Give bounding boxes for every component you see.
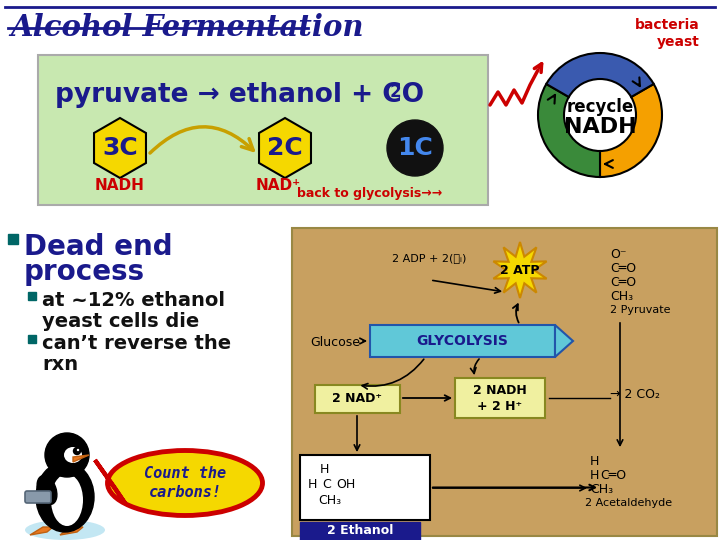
Text: pyruvate → ethanol + CO: pyruvate → ethanol + CO [55,82,424,108]
Text: OH: OH [336,478,355,491]
Text: 2 Ethanol: 2 Ethanol [327,524,393,537]
Text: NADH: NADH [95,178,145,192]
FancyBboxPatch shape [8,234,18,244]
Text: back to glycolysis→→: back to glycolysis→→ [297,186,443,199]
Polygon shape [259,118,311,178]
Text: 2 Acetaldehyde: 2 Acetaldehyde [585,498,672,508]
Text: Glucose: Glucose [310,335,360,348]
Text: C: C [322,478,330,491]
Text: Alcohol Fermentation: Alcohol Fermentation [10,14,364,43]
FancyBboxPatch shape [292,228,717,536]
FancyBboxPatch shape [300,455,430,520]
Text: process: process [24,258,145,286]
Text: GLYCOLYSIS: GLYCOLYSIS [417,334,508,348]
Ellipse shape [36,462,94,532]
Text: NADH: NADH [564,117,636,137]
Text: Dead end: Dead end [24,233,173,261]
Text: 2C: 2C [267,136,303,160]
Polygon shape [95,460,125,503]
Text: recycle: recycle [567,98,634,116]
Text: at ~12% ethanol: at ~12% ethanol [42,291,225,310]
Circle shape [77,449,79,451]
Text: rxn: rxn [42,355,78,374]
Wedge shape [546,53,654,97]
FancyBboxPatch shape [28,335,36,343]
FancyBboxPatch shape [28,292,36,300]
Text: C═O: C═O [610,276,636,289]
Text: 2 ADP + 2(Ⓟᵢ): 2 ADP + 2(Ⓟᵢ) [392,253,467,263]
Polygon shape [94,118,146,178]
Wedge shape [600,84,662,177]
Text: 2 Pyruvate: 2 Pyruvate [610,305,670,315]
Text: 1C: 1C [397,136,433,160]
Polygon shape [555,325,573,357]
Text: CH₃: CH₃ [590,483,613,496]
Text: O⁻: O⁻ [610,248,626,261]
Text: 3C: 3C [102,136,138,160]
Polygon shape [60,527,83,535]
Text: 2: 2 [390,83,402,101]
Polygon shape [493,242,546,298]
FancyBboxPatch shape [25,491,51,503]
Circle shape [45,433,89,477]
Ellipse shape [107,450,263,516]
Text: C═O: C═O [610,262,636,275]
Text: H: H [590,469,599,482]
Text: H: H [590,455,599,468]
Text: can’t reverse the: can’t reverse the [42,334,231,353]
Text: H: H [308,478,318,491]
FancyBboxPatch shape [38,55,488,205]
FancyBboxPatch shape [300,522,420,540]
Ellipse shape [51,474,83,526]
Ellipse shape [64,447,82,463]
FancyBboxPatch shape [370,325,555,357]
Text: yeast cells die: yeast cells die [42,312,199,331]
Circle shape [387,120,443,176]
Ellipse shape [37,476,57,504]
Text: 2 ATP: 2 ATP [500,264,540,276]
FancyBboxPatch shape [315,385,400,413]
Text: → 2 CO₂: → 2 CO₂ [610,388,660,402]
Text: CH₃: CH₃ [318,494,341,507]
Text: 2 NADH
+ 2 H⁺: 2 NADH + 2 H⁺ [473,383,527,413]
Text: CH₃: CH₃ [610,290,633,303]
Text: bacteria
yeast: bacteria yeast [635,18,700,49]
FancyBboxPatch shape [455,378,545,418]
Text: 2 NAD⁺: 2 NAD⁺ [333,393,382,406]
Text: NAD⁺: NAD⁺ [256,178,300,192]
Circle shape [73,448,81,455]
Wedge shape [538,84,600,177]
Ellipse shape [25,520,105,540]
Polygon shape [73,455,89,462]
Text: Count the
carbons!: Count the carbons! [144,465,226,501]
Text: C═O: C═O [600,469,626,482]
Polygon shape [30,527,53,535]
FancyArrowPatch shape [150,127,253,153]
Text: H: H [319,463,329,476]
